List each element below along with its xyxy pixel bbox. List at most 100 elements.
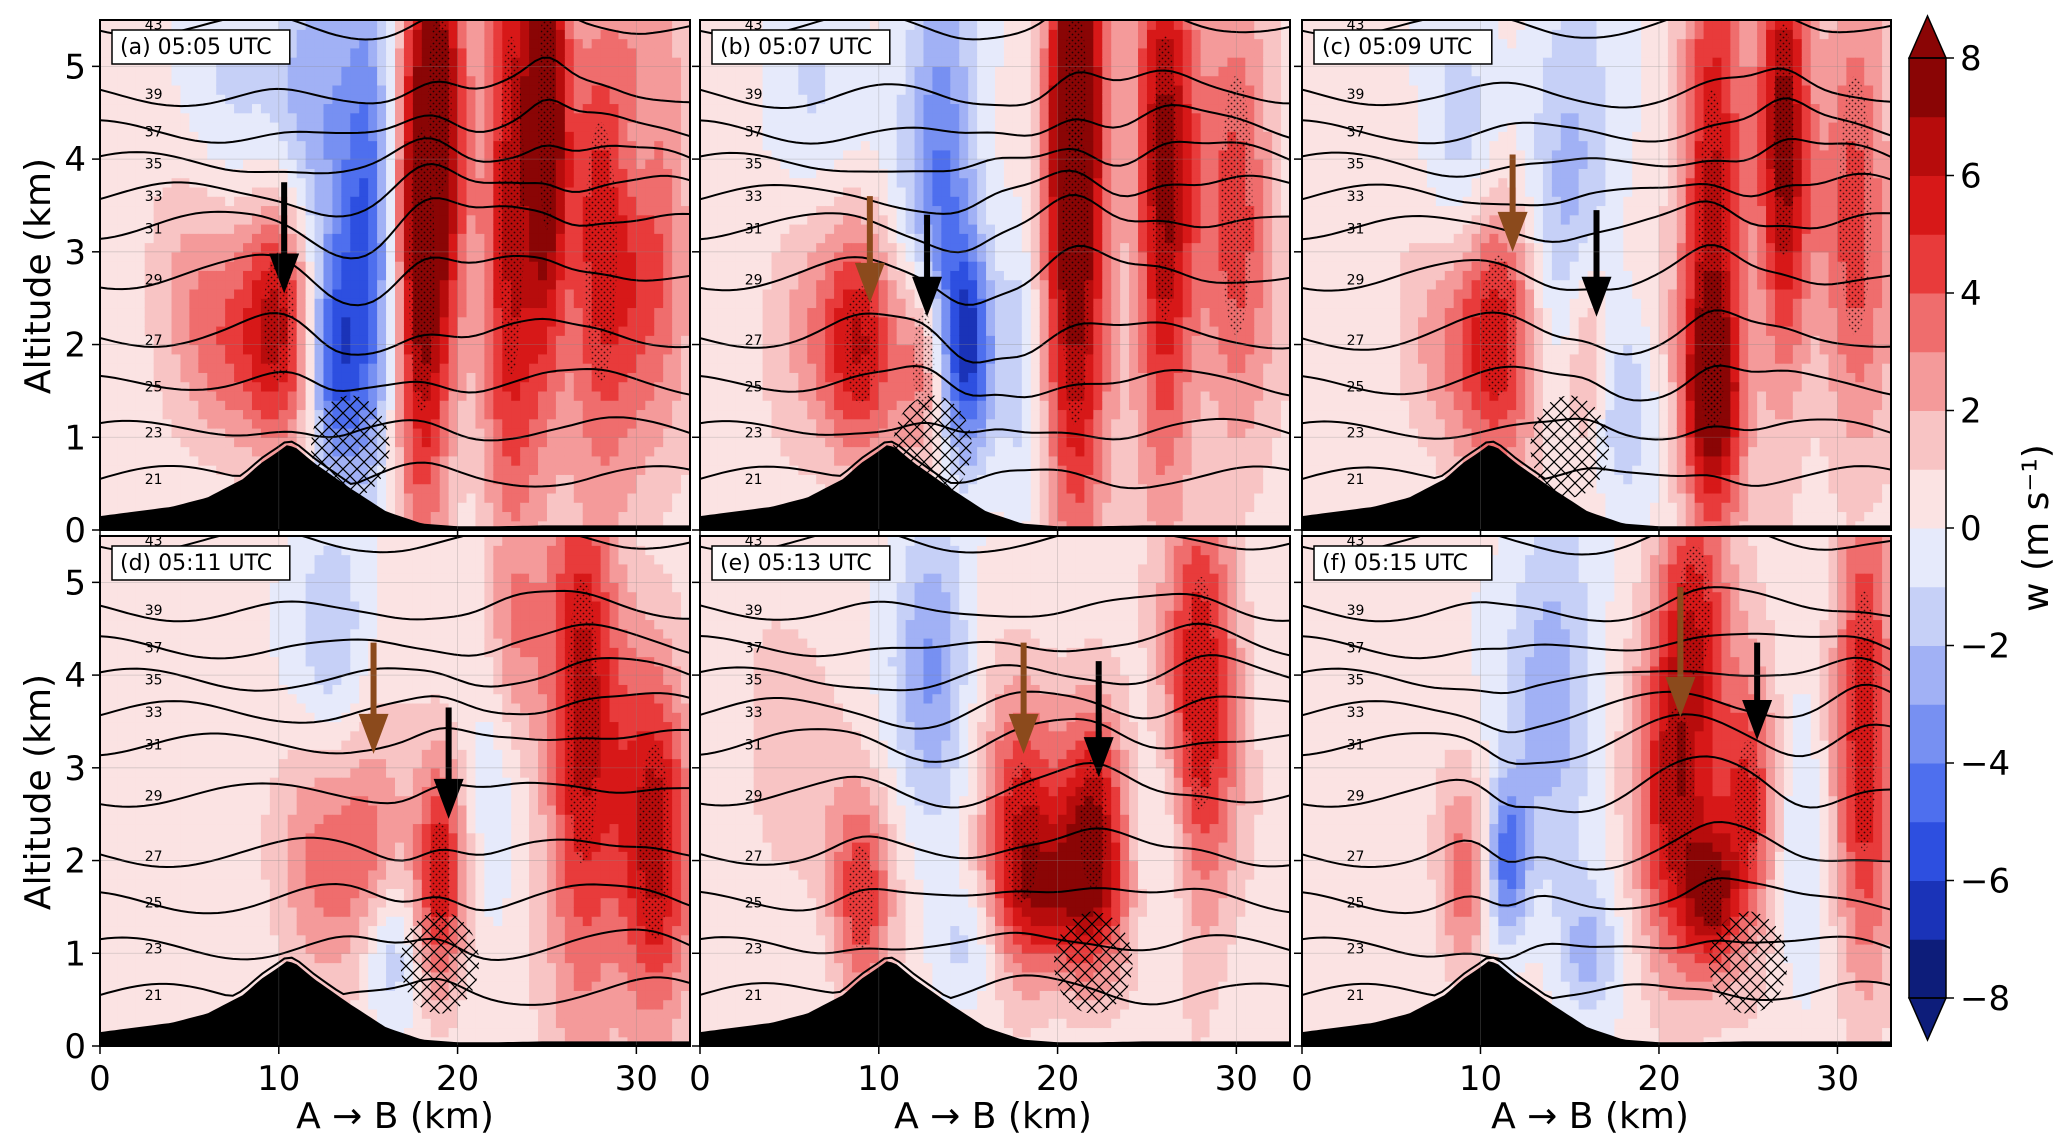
isentrope-label: 33 bbox=[745, 705, 763, 721]
ticks: 0 10 20 30 bbox=[1291, 581, 1859, 1099]
colorbar-extend-max bbox=[1907, 14, 1948, 59]
isentrope-label: 33 bbox=[145, 705, 163, 721]
isentrope-label: 39 bbox=[1347, 603, 1365, 619]
x-tick-label: 0 bbox=[689, 1059, 711, 1099]
isentrope-label: 23 bbox=[745, 426, 763, 442]
terrain bbox=[1302, 961, 1891, 1046]
isentrope-label: 21 bbox=[745, 472, 763, 488]
black-arrow bbox=[1581, 210, 1612, 317]
panel-frame bbox=[699, 535, 1291, 1047]
isentrope-label: 29 bbox=[745, 789, 763, 805]
isentrope-label: 35 bbox=[1347, 157, 1365, 173]
isentrope-label: 31 bbox=[745, 738, 763, 754]
isentrope-label: 37 bbox=[145, 640, 163, 656]
isentrope-label: 31 bbox=[1347, 222, 1365, 238]
isentrope-label: 39 bbox=[1347, 87, 1365, 103]
isentrope-label: 27 bbox=[145, 333, 163, 349]
colorbar-segment bbox=[1909, 880, 1946, 940]
panel-title: (a) 05:05 UTC bbox=[120, 35, 272, 60]
isentropes: 2123252729313335373943 bbox=[700, 20, 1290, 490]
x-tick-label: 10 bbox=[1459, 1059, 1502, 1099]
colorbar-segment bbox=[1909, 939, 1946, 999]
panel-title: (e) 05:13 UTC bbox=[720, 551, 872, 576]
y-tick-label: 0 bbox=[64, 511, 86, 551]
brown-arrow bbox=[358, 642, 389, 754]
colorbar-tick-label: 6 bbox=[1960, 157, 1982, 197]
colorbar-tick-label: 4 bbox=[1960, 274, 1982, 314]
isentropes: 2123252729313335373943 bbox=[1302, 536, 1891, 1004]
isentropes: 2123252729313335373943 bbox=[100, 20, 690, 488]
panel-c: 2123252729313335373943(c) 05:09 UTC bbox=[1294, 19, 1892, 538]
isentrope-label: 37 bbox=[145, 124, 163, 140]
colorbar-segment bbox=[1909, 469, 1946, 529]
isentrope-label: 23 bbox=[145, 426, 163, 442]
x-tick-label: 30 bbox=[615, 1059, 658, 1099]
colorbar-segment bbox=[1909, 234, 1946, 294]
panel-title-box: (d) 05:11 UTC bbox=[111, 545, 291, 581]
isentrope-label: 25 bbox=[145, 895, 163, 911]
panel-frame bbox=[1301, 19, 1892, 531]
ylabel-top: Altitude (km) bbox=[18, 158, 59, 394]
isentrope-label: 25 bbox=[1347, 895, 1365, 911]
hatch-regions bbox=[1054, 911, 1133, 1014]
terrain bbox=[100, 445, 690, 530]
isentrope-label: 37 bbox=[745, 640, 763, 656]
isentrope-label: 37 bbox=[745, 124, 763, 140]
y-tick-label: 1 bbox=[64, 418, 86, 458]
terrain bbox=[700, 961, 1290, 1046]
y-tick-label: 2 bbox=[64, 326, 86, 366]
colorbar-label: w (m s⁻¹) bbox=[2016, 444, 2057, 612]
isentrope-label: 39 bbox=[145, 87, 163, 103]
hatch-regions bbox=[311, 395, 390, 498]
isentrope-label: 27 bbox=[1347, 849, 1365, 865]
grid bbox=[1302, 536, 1891, 1046]
isentrope-label: 29 bbox=[1347, 789, 1365, 805]
colorbar-segment bbox=[1909, 351, 1946, 411]
x-tick-label: 30 bbox=[1215, 1059, 1258, 1099]
colorbar-tick-label: −8 bbox=[1960, 979, 2010, 1019]
isentrope-label: 31 bbox=[1347, 738, 1365, 754]
colorbar-tick-label: 8 bbox=[1960, 39, 1982, 79]
isentrope-label: 35 bbox=[145, 157, 163, 173]
black-arrow bbox=[269, 182, 300, 294]
brown-arrow bbox=[1665, 587, 1696, 717]
isentrope-label: 33 bbox=[1347, 189, 1365, 205]
isentrope-label: 23 bbox=[145, 942, 163, 958]
panel-title-box: (b) 05:07 UTC bbox=[711, 29, 891, 65]
ticks: 0 10 20 30 bbox=[689, 581, 1258, 1099]
isentrope-label: 21 bbox=[1347, 472, 1365, 488]
panel-f: 2123252729313335373943(f) 05:15 UTC01020… bbox=[1291, 535, 1892, 1099]
isentrope-label: 25 bbox=[745, 379, 763, 395]
colorbar: w (m s⁻¹) 8 6 4 2 0 −2 −4 −6 −8 bbox=[1907, 14, 2057, 1042]
grid bbox=[100, 536, 690, 1046]
grid bbox=[700, 536, 1290, 1046]
hatch-regions bbox=[400, 911, 479, 1014]
colorbar-segment bbox=[1909, 116, 1946, 176]
isentrope-label: 27 bbox=[1347, 333, 1365, 349]
panel-frame bbox=[1301, 535, 1892, 1047]
xlabel-left: A → B (km) bbox=[296, 1096, 494, 1137]
colorbar-tick-label: 0 bbox=[1960, 509, 1982, 549]
axis-labels: Altitude (km) Altitude (km) A → B (km) A… bbox=[18, 158, 1689, 1137]
panel-d: 2123252729313335373943(d) 05:11 UTC01020… bbox=[64, 535, 691, 1099]
y-tick-label: 4 bbox=[64, 140, 86, 180]
panel-title-box: (f) 05:15 UTC bbox=[1313, 545, 1493, 581]
isentrope-label: 21 bbox=[745, 988, 763, 1004]
isentrope-label: 33 bbox=[145, 189, 163, 205]
isentrope-label: 29 bbox=[745, 273, 763, 289]
colorbar-extend-min bbox=[1907, 997, 1948, 1042]
xlabel-middle: A → B (km) bbox=[894, 1096, 1092, 1137]
colorbar-segment bbox=[1909, 410, 1946, 470]
y-tick-label: 5 bbox=[64, 563, 86, 603]
colorbar-segment bbox=[1909, 645, 1946, 705]
x-tick-label: 10 bbox=[857, 1059, 900, 1099]
colorbar-segment bbox=[1909, 58, 1946, 118]
black-arrow bbox=[912, 214, 943, 317]
colorbar-tick-label: −4 bbox=[1960, 744, 2010, 784]
isentrope-label: 33 bbox=[745, 189, 763, 205]
colorbar-segment bbox=[1909, 821, 1946, 881]
isentrope-label: 35 bbox=[1347, 673, 1365, 689]
panels: 2123252729313335373943(a) 05:05 UTC01234… bbox=[64, 19, 1892, 1099]
